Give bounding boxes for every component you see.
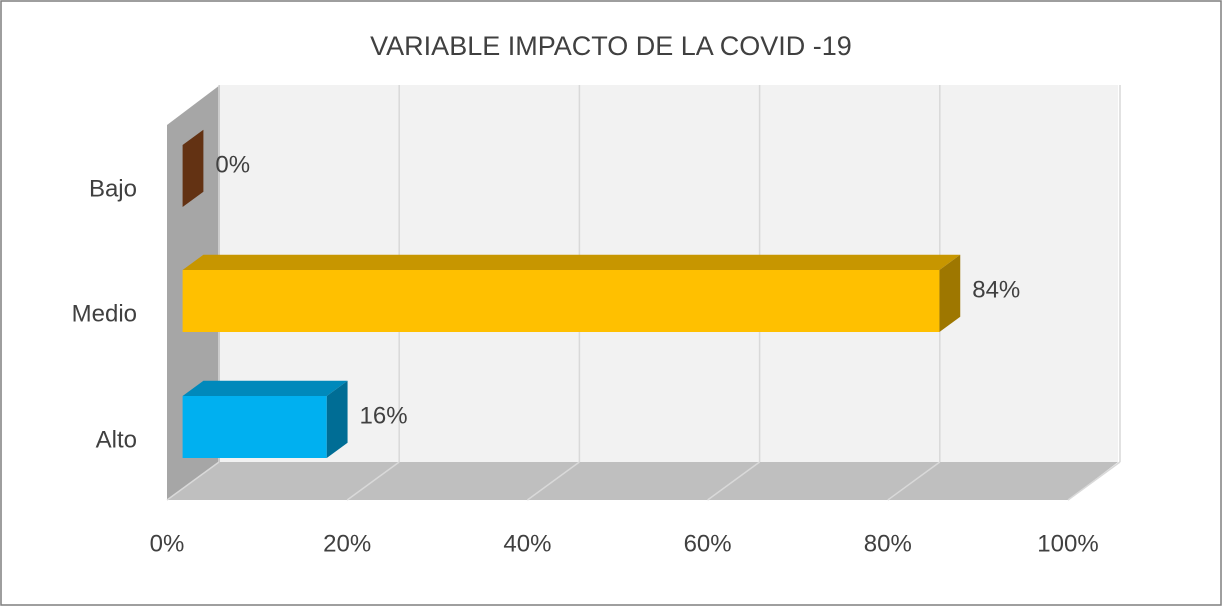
- bar-side: [326, 380, 348, 458]
- x-tick-label: 60%: [684, 530, 732, 557]
- value-label: 0%: [215, 151, 250, 178]
- value-label: 84%: [972, 276, 1020, 303]
- x-tick-label: 0%: [150, 530, 185, 557]
- bar-front: [182, 396, 327, 458]
- bar: [182, 380, 348, 458]
- bar-top: [182, 380, 348, 396]
- floor-grid-line: [887, 461, 941, 501]
- value-label: 16%: [360, 402, 408, 429]
- x-tick-label: 40%: [503, 530, 551, 557]
- chart-title: VARIABLE IMPACTO DE LA COVID -19: [370, 31, 852, 61]
- x-tick-label: 100%: [1037, 530, 1098, 557]
- floor: [167, 462, 1118, 500]
- bar-side: [182, 129, 204, 207]
- y-tick-label: Medio: [72, 300, 137, 327]
- floor-grid-line: [166, 461, 220, 501]
- bar: [182, 254, 961, 332]
- bar-front: [182, 270, 940, 332]
- x-tick-label: 80%: [864, 530, 912, 557]
- bar-side: [939, 254, 961, 332]
- y-tick-label: Bajo: [89, 175, 137, 202]
- floor-grid-line: [526, 461, 580, 501]
- floor-grid-line: [346, 461, 400, 501]
- floor-grid-line: [1067, 461, 1121, 501]
- bar-top: [182, 254, 961, 270]
- x-tick-label: 20%: [323, 530, 371, 557]
- y-tick-label: Alto: [96, 426, 137, 453]
- bar: [182, 129, 204, 207]
- floor-grid-line: [707, 461, 761, 501]
